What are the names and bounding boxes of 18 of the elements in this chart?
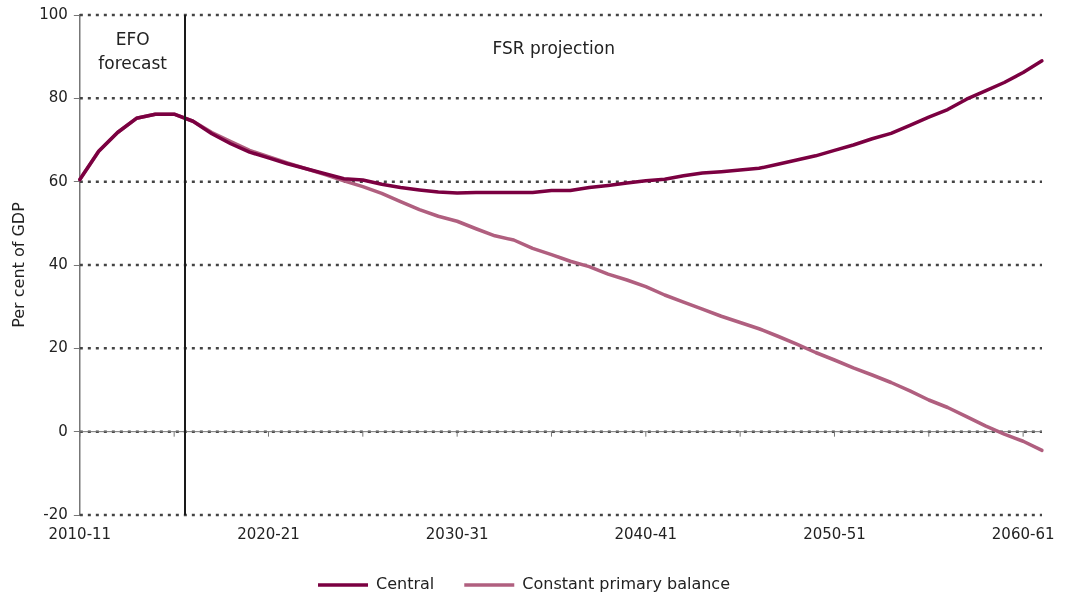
y-tick-label: 0 bbox=[58, 421, 68, 440]
y-tick-label: 20 bbox=[48, 338, 68, 357]
y-axis-title: Per cent of GDP bbox=[8, 201, 28, 328]
annotation: FSR projection bbox=[492, 38, 615, 59]
y-tick-label: 60 bbox=[48, 171, 68, 190]
x-tick-label: 2060-61 bbox=[991, 524, 1055, 543]
y-tick-label: -20 bbox=[43, 504, 68, 523]
x-tick-label: 2020-21 bbox=[237, 524, 300, 543]
y-tick-label: 100 bbox=[39, 4, 68, 23]
x-tick-label: 2040-41 bbox=[614, 524, 678, 543]
x-tick-label: 2050-51 bbox=[803, 524, 866, 543]
legend-label: Central bbox=[376, 574, 435, 594]
y-tick-label: 80 bbox=[48, 88, 68, 107]
y-tick-label: 40 bbox=[48, 254, 68, 273]
annotation: EFO forecast bbox=[98, 29, 168, 74]
x-tick-label: 2030-31 bbox=[425, 524, 489, 543]
x-tick-label: 2010-11 bbox=[48, 524, 112, 543]
legend-label: Constant primary balance bbox=[522, 574, 730, 594]
